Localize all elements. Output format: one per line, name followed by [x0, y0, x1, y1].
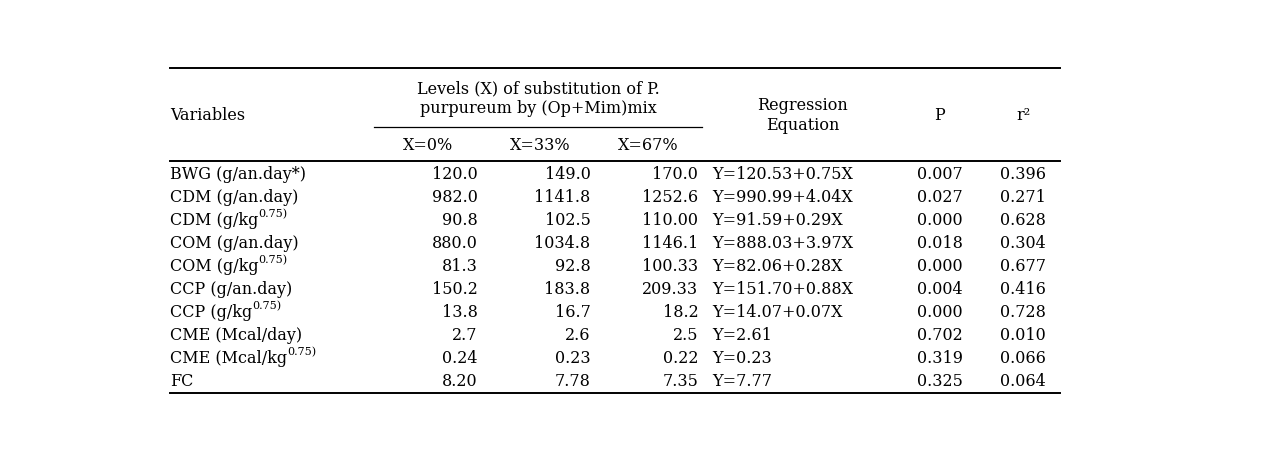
- Text: 0.702: 0.702: [917, 327, 963, 344]
- Text: 0.027: 0.027: [917, 188, 963, 206]
- Text: 0.23: 0.23: [555, 350, 591, 366]
- Text: BWG (g/an.day*): BWG (g/an.day*): [170, 165, 306, 183]
- Text: 90.8: 90.8: [441, 212, 478, 229]
- Text: 982.0: 982.0: [431, 188, 478, 206]
- Text: CME (Mcal/day): CME (Mcal/day): [170, 327, 302, 344]
- Text: 120.0: 120.0: [431, 165, 478, 183]
- Text: Y=120.53+0.75X: Y=120.53+0.75X: [712, 165, 853, 183]
- Text: X=67%: X=67%: [619, 137, 678, 154]
- Text: 0.018: 0.018: [917, 235, 963, 251]
- Text: CDM (g/kg: CDM (g/kg: [170, 212, 258, 229]
- Text: 0.628: 0.628: [1001, 212, 1046, 229]
- Text: 0.75): 0.75): [258, 255, 287, 265]
- Text: 0.007: 0.007: [917, 165, 963, 183]
- Text: r²: r²: [1016, 107, 1031, 124]
- Text: CCP (g/an.day): CCP (g/an.day): [170, 280, 292, 298]
- Text: Levels (X) of substitution of P.
purpureum by (Op+Mim)mix: Levels (X) of substitution of P. purpure…: [416, 81, 659, 117]
- Text: 150.2: 150.2: [431, 280, 478, 298]
- Text: 0.24: 0.24: [443, 350, 478, 366]
- Text: 18.2: 18.2: [663, 304, 698, 321]
- Text: 0.396: 0.396: [1001, 165, 1046, 183]
- Text: 0.75): 0.75): [287, 347, 316, 357]
- Text: 0.000: 0.000: [917, 258, 963, 275]
- Text: 0.000: 0.000: [917, 212, 963, 229]
- Text: Y=2.61: Y=2.61: [712, 327, 772, 344]
- Text: Y=91.59+0.29X: Y=91.59+0.29X: [712, 212, 842, 229]
- Text: 0.010: 0.010: [1001, 327, 1046, 344]
- Text: Y=7.77: Y=7.77: [712, 373, 772, 390]
- Text: 1141.8: 1141.8: [534, 188, 591, 206]
- Text: 100.33: 100.33: [643, 258, 698, 275]
- Text: 102.5: 102.5: [545, 212, 591, 229]
- Text: Y=151.70+0.88X: Y=151.70+0.88X: [712, 280, 853, 298]
- Text: 1252.6: 1252.6: [643, 188, 698, 206]
- Text: 0.304: 0.304: [1001, 235, 1046, 251]
- Text: 0.271: 0.271: [1001, 188, 1046, 206]
- Text: Regression
Equation: Regression Equation: [758, 97, 848, 134]
- Text: 7.78: 7.78: [554, 373, 591, 390]
- Text: COM (g/an.day): COM (g/an.day): [170, 235, 299, 251]
- Text: 0.728: 0.728: [1001, 304, 1046, 321]
- Text: 1146.1: 1146.1: [643, 235, 698, 251]
- Text: Y=990.99+4.04X: Y=990.99+4.04X: [712, 188, 853, 206]
- Text: 1034.8: 1034.8: [534, 235, 591, 251]
- Text: 170.0: 170.0: [653, 165, 698, 183]
- Text: 7.35: 7.35: [663, 373, 698, 390]
- Text: Y=888.03+3.97X: Y=888.03+3.97X: [712, 235, 853, 251]
- Text: 0.066: 0.066: [1001, 350, 1046, 366]
- Text: 0.000: 0.000: [917, 304, 963, 321]
- Text: 183.8: 183.8: [544, 280, 591, 298]
- Text: 149.0: 149.0: [545, 165, 591, 183]
- Text: 92.8: 92.8: [555, 258, 591, 275]
- Text: 0.75): 0.75): [258, 209, 287, 219]
- Text: CDM (g/an.day): CDM (g/an.day): [170, 188, 299, 206]
- Text: 16.7: 16.7: [554, 304, 591, 321]
- Text: 0.22: 0.22: [663, 350, 698, 366]
- Text: 110.00: 110.00: [643, 212, 698, 229]
- Text: 209.33: 209.33: [643, 280, 698, 298]
- Text: 8.20: 8.20: [441, 373, 478, 390]
- Text: X=33%: X=33%: [510, 137, 571, 154]
- Text: 2.7: 2.7: [452, 327, 478, 344]
- Text: 0.064: 0.064: [1001, 373, 1046, 390]
- Text: 2.6: 2.6: [565, 327, 591, 344]
- Text: Y=82.06+0.28X: Y=82.06+0.28X: [712, 258, 842, 275]
- Text: 0.677: 0.677: [1001, 258, 1046, 275]
- Text: P: P: [935, 107, 945, 124]
- Text: COM (g/kg: COM (g/kg: [170, 258, 258, 275]
- Text: 0.75): 0.75): [252, 301, 281, 311]
- Text: 880.0: 880.0: [431, 235, 478, 251]
- Text: 0.416: 0.416: [1001, 280, 1046, 298]
- Text: FC: FC: [170, 373, 194, 390]
- Text: Variables: Variables: [170, 107, 245, 124]
- Text: 81.3: 81.3: [441, 258, 478, 275]
- Text: 0.325: 0.325: [917, 373, 963, 390]
- Text: 2.5: 2.5: [673, 327, 698, 344]
- Text: X=0%: X=0%: [402, 137, 453, 154]
- Text: 13.8: 13.8: [441, 304, 478, 321]
- Text: 0.004: 0.004: [917, 280, 963, 298]
- Text: CCP (g/kg: CCP (g/kg: [170, 304, 252, 321]
- Text: Y=0.23: Y=0.23: [712, 350, 772, 366]
- Text: 0.319: 0.319: [917, 350, 963, 366]
- Text: Y=14.07+0.07X: Y=14.07+0.07X: [712, 304, 842, 321]
- Text: CME (Mcal/kg: CME (Mcal/kg: [170, 350, 287, 366]
